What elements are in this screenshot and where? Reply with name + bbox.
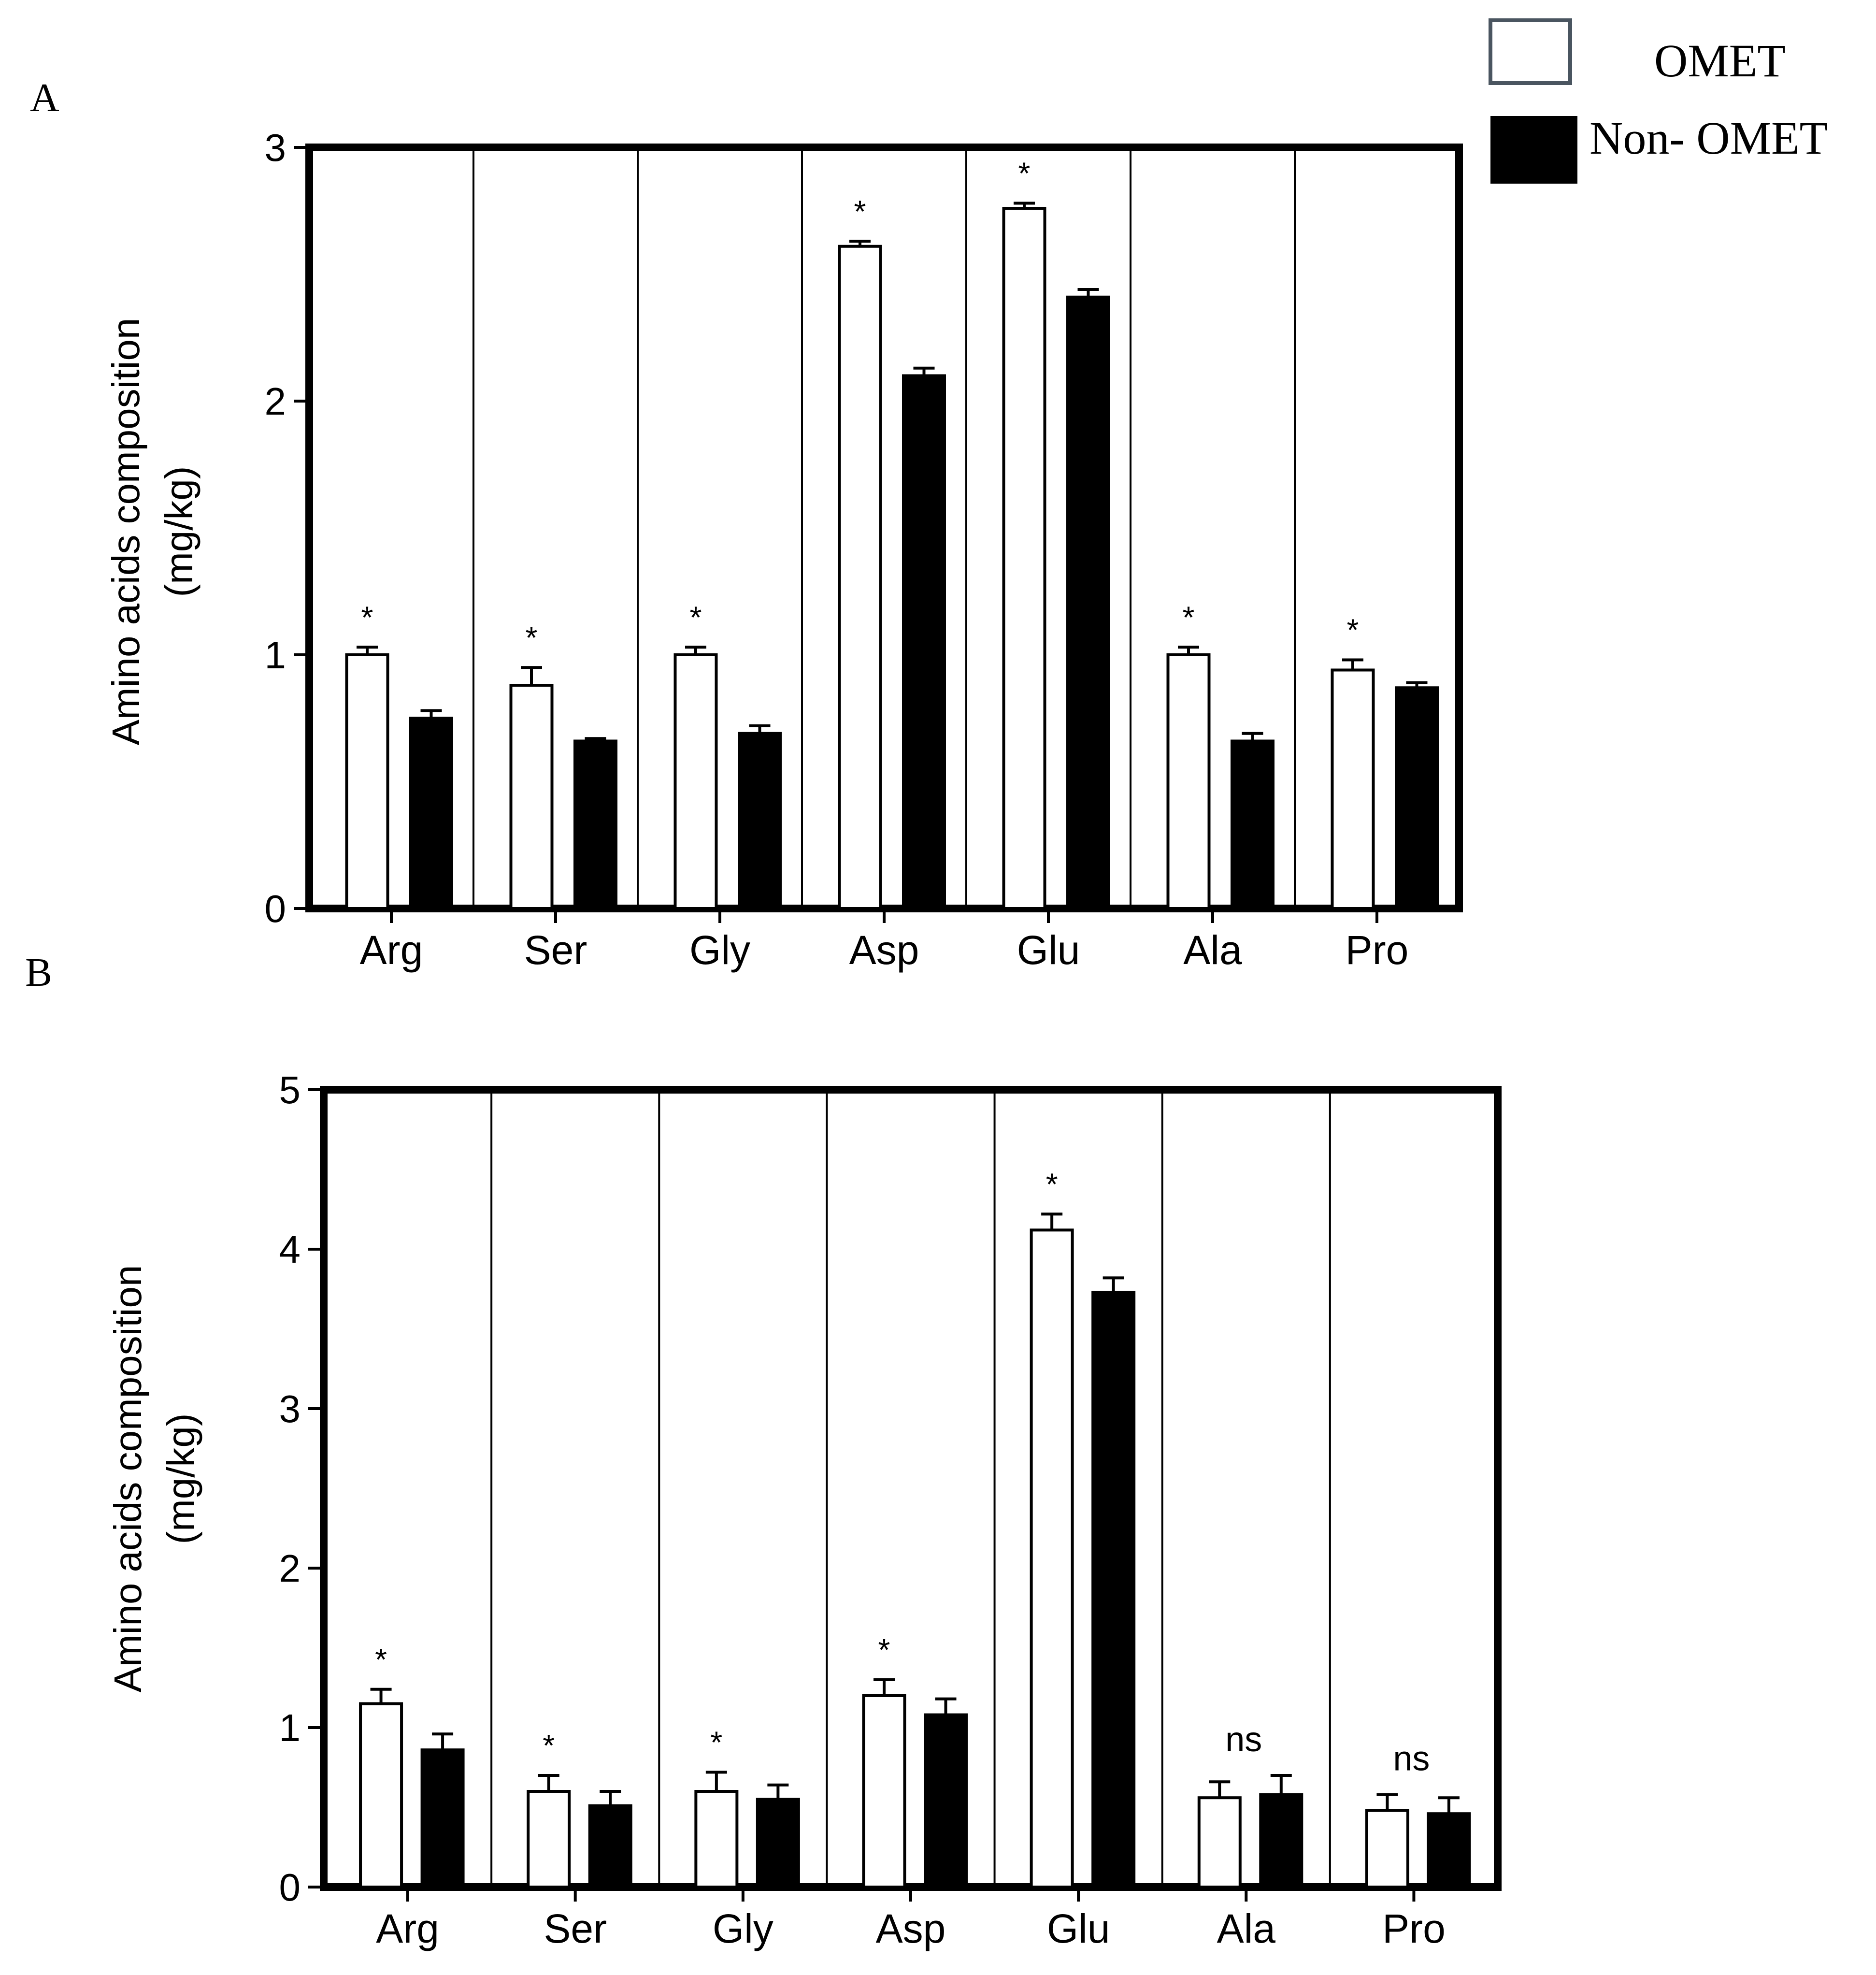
bar-non-omet [409, 717, 453, 910]
annotation-significance: * [1046, 1167, 1058, 1201]
legend-swatch-omet [1489, 18, 1572, 85]
x-tick-label: Ser [524, 927, 587, 973]
annotation-significance: * [710, 1725, 722, 1759]
bar-omet [1166, 653, 1211, 910]
bar-omet [345, 653, 389, 910]
legend-label-non-omet: Non- OMET [1590, 112, 1828, 164]
annotation-significance: * [1183, 600, 1195, 634]
bar-omet [862, 1694, 906, 1889]
y-tick-label: 4 [279, 1228, 301, 1271]
bar-non-omet [738, 732, 782, 910]
annotation-significance: * [361, 600, 373, 634]
y-tick-label: 0 [279, 1866, 301, 1909]
x-tick-label: Gly [689, 927, 750, 973]
x-tick-label: Pro [1346, 927, 1409, 973]
annotation-significance: * [543, 1728, 555, 1763]
x-tick-label: Ala [1183, 927, 1242, 973]
legend: OMET Non- OMET [1489, 18, 1828, 184]
y-tick-label: 1 [279, 1706, 301, 1749]
bar-omet [1030, 1228, 1074, 1889]
y-tick-label: 3 [279, 1387, 301, 1430]
bar-non-omet [420, 1748, 465, 1889]
y-tick-label: 2 [265, 380, 286, 423]
x-tick-label: Gly [713, 1906, 773, 1951]
annotation-significance: * [526, 620, 538, 655]
bar-non-omet [924, 1713, 968, 1889]
annotation-significance: * [1347, 613, 1359, 648]
bar-non-omet [1091, 1291, 1136, 1889]
bar-omet [694, 1790, 739, 1889]
bar-omet [359, 1702, 403, 1889]
annotation-ns: ns [1393, 1740, 1430, 1778]
y-tick-label: 1 [265, 634, 286, 677]
bar-non-omet [1066, 295, 1110, 910]
legend-swatch-non-omet [1490, 116, 1577, 184]
bar-non-omet [573, 739, 617, 910]
bar-non-omet [902, 374, 946, 910]
legend-label-omet: OMET [1654, 35, 1786, 86]
bar-omet [673, 653, 718, 910]
bar-omet [527, 1790, 571, 1889]
x-tick-label: Glu [1047, 1906, 1110, 1951]
x-tick-label: Ser [544, 1906, 607, 1951]
bar-omet [1002, 207, 1046, 910]
plot-frame [305, 144, 1463, 912]
bar-omet [509, 684, 554, 910]
x-tick-label: Pro [1382, 1906, 1446, 1951]
bar-non-omet [1231, 739, 1275, 910]
chart-b-ylabel-line2: (mg/kg) [159, 1413, 202, 1544]
y-tick-label: 5 [279, 1068, 301, 1111]
bar-omet [1197, 1796, 1242, 1889]
annotation-significance: * [878, 1632, 890, 1667]
bar-omet [1365, 1809, 1409, 1889]
x-tick-label: Arg [360, 927, 423, 973]
x-tick-label: Glu [1017, 927, 1080, 973]
bar-non-omet [1427, 1812, 1471, 1889]
bar-non-omet [756, 1798, 800, 1889]
plot-frame [320, 1086, 1502, 1891]
annotation-significance: * [1018, 156, 1031, 191]
annotation-significance: * [375, 1642, 387, 1677]
y-tick-label: 2 [279, 1547, 301, 1590]
x-tick-label: Asp [849, 927, 919, 973]
chart-b: Amino acids composition (mg/kg) 0 1 2 3 4 5 Ar… [106, 1068, 1502, 1951]
bar-omet [1331, 668, 1375, 910]
x-tick-label: Ala [1217, 1906, 1276, 1951]
annotation-significance: * [854, 194, 866, 229]
annotation-ns: ns [1225, 1720, 1262, 1759]
panel-label-a: A [30, 75, 59, 120]
chart-b-ylabel-line1: Amino acids composition [106, 1265, 149, 1693]
chart-a-ylabel-line2: (mg/kg) [158, 466, 200, 597]
bar-non-omet [588, 1804, 632, 1889]
bar-non-omet [1395, 686, 1439, 910]
annotation-significance: * [690, 600, 702, 634]
y-tick-label: 3 [265, 126, 286, 169]
chart-a-ylabel-line1: Amino acids composition [104, 318, 147, 746]
chart-a: Amino acids composition (mg/kg) 0 1 2 3 Arg *… [104, 126, 1463, 973]
bar-omet [838, 245, 882, 910]
bar-non-omet [1259, 1793, 1303, 1889]
y-tick-label: 0 [265, 887, 286, 930]
x-tick-label: Arg [376, 1906, 439, 1951]
x-tick-label: Asp [876, 1906, 946, 1951]
panel-label-b: B [25, 950, 52, 995]
